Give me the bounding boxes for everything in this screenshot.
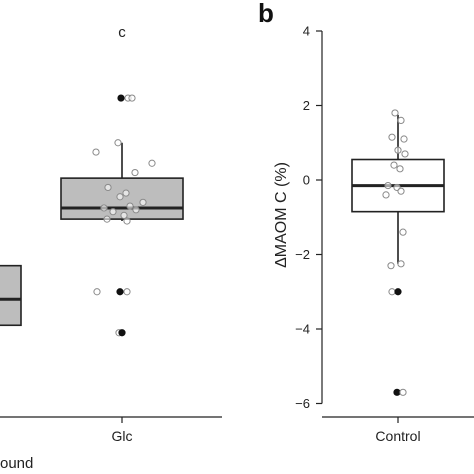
- data-point: [382, 191, 390, 199]
- data-point: [126, 202, 134, 210]
- outlier-point: [393, 388, 401, 396]
- legend-fragment: ound: [0, 455, 33, 472]
- data-point: [148, 159, 156, 167]
- data-point: [93, 288, 101, 296]
- data-point: [394, 146, 402, 154]
- data-point: [387, 262, 395, 270]
- significance-letter: c: [118, 24, 126, 41]
- data-point: [397, 116, 405, 125]
- data-point: [401, 150, 409, 158]
- outlier-point: [117, 94, 125, 102]
- data-point: [120, 211, 128, 219]
- data-point: [384, 181, 392, 190]
- data-point: [131, 168, 139, 177]
- data-point: [399, 228, 407, 236]
- partial-box-left: [0, 264, 22, 327]
- y-tick-label: −6: [295, 396, 310, 411]
- outlier-point: [118, 329, 126, 337]
- data-point: [139, 198, 147, 206]
- y-tick-label: −2: [295, 247, 310, 262]
- data-point: [132, 206, 140, 214]
- data-point: [116, 193, 124, 201]
- y-axis-label: ΔMAOM C (%): [273, 162, 290, 268]
- box-glc: [60, 94, 184, 337]
- outlier-point: [394, 288, 402, 296]
- data-point: [388, 288, 396, 296]
- outlier-point: [116, 288, 124, 296]
- data-point: [103, 215, 111, 223]
- data-point: [397, 187, 405, 195]
- data-point: [123, 288, 131, 296]
- data-point: [100, 204, 108, 212]
- data-point: [109, 208, 117, 216]
- data-point: [391, 109, 399, 117]
- data-point: [396, 165, 404, 173]
- data-point: [92, 148, 100, 156]
- right-category-label: Control: [375, 428, 420, 444]
- data-point: [400, 135, 408, 143]
- data-point: [390, 161, 398, 169]
- data-point: [122, 189, 130, 197]
- y-tick-label: 4: [303, 24, 310, 39]
- box-control: [351, 109, 445, 396]
- right-panel: b ΔMAOM C (%) Control 4 2 0 −2 −4 −6: [258, 0, 474, 444]
- panel-label-b: b: [258, 0, 274, 28]
- data-point: [114, 139, 122, 147]
- left-category-label: Glc: [112, 428, 133, 444]
- data-point: [399, 388, 407, 396]
- y-tick-label: −4: [295, 322, 310, 337]
- data-point: [128, 94, 136, 102]
- data-point: [388, 133, 396, 141]
- right-y-ticks: 4 2 0 −2 −4 −6: [295, 24, 322, 411]
- y-tick-label: 0: [303, 173, 310, 188]
- data-point: [397, 260, 405, 268]
- data-point: [104, 183, 112, 192]
- data-point: [123, 217, 131, 225]
- y-tick-label: 2: [303, 98, 310, 113]
- left-panel: Glc c ound: [0, 24, 222, 472]
